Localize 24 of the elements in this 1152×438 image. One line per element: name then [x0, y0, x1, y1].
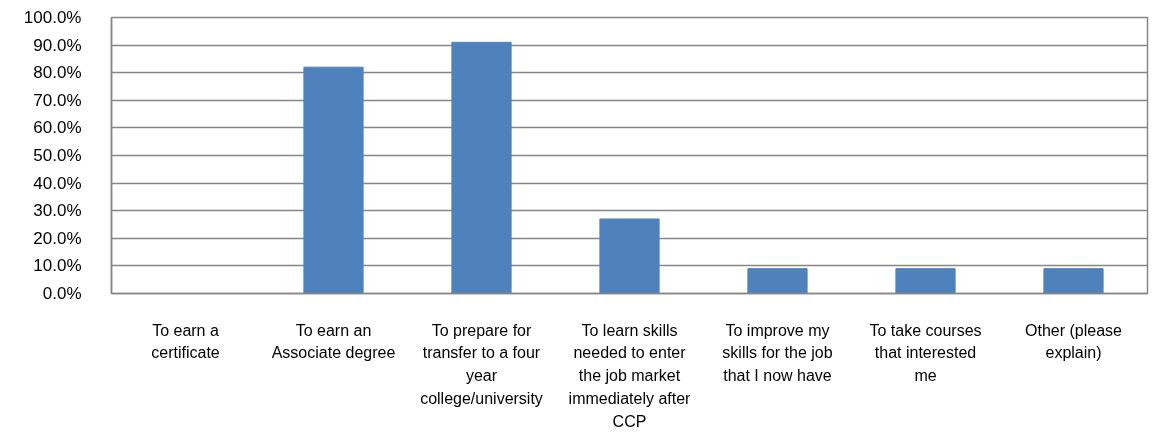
y-tick-label: 100.0%	[23, 8, 82, 27]
x-tick-label: To earn an Associate degree	[271, 321, 396, 362]
bar	[303, 66, 364, 294]
y-tick-label: 30.0%	[33, 201, 82, 221]
y-tick-label: 0.0%	[42, 284, 82, 303]
y-tick-label: 20.0%	[33, 228, 82, 248]
y-tick-label: 50.0%	[33, 146, 82, 165]
x-tick-label: To learn skills needed to enter the job market immediately after CCP	[568, 321, 692, 431]
x-tick-label: Other (please explain)	[1025, 321, 1123, 362]
x-tick-label: To improve my skills for the job that I now have	[722, 321, 833, 385]
x-tick-label: To earn a certificate	[151, 321, 220, 362]
bar	[451, 41, 512, 294]
bar	[895, 268, 956, 294]
y-tick-label: 10.0%	[33, 256, 82, 276]
bar	[747, 268, 808, 294]
x-tick-label: To take courses that interested me	[869, 321, 982, 385]
y-tick-label: 70.0%	[33, 90, 82, 110]
y-tick-label: 80.0%	[33, 63, 82, 83]
y-tick-label: 60.0%	[33, 118, 82, 138]
x-tick-label: To prepare for transfer to a four year college/university	[420, 321, 543, 408]
bar	[599, 218, 660, 294]
y-tick-label: 40.0%	[33, 173, 82, 193]
bar	[1043, 268, 1104, 294]
y-tick-label: 90.0%	[33, 35, 82, 55]
